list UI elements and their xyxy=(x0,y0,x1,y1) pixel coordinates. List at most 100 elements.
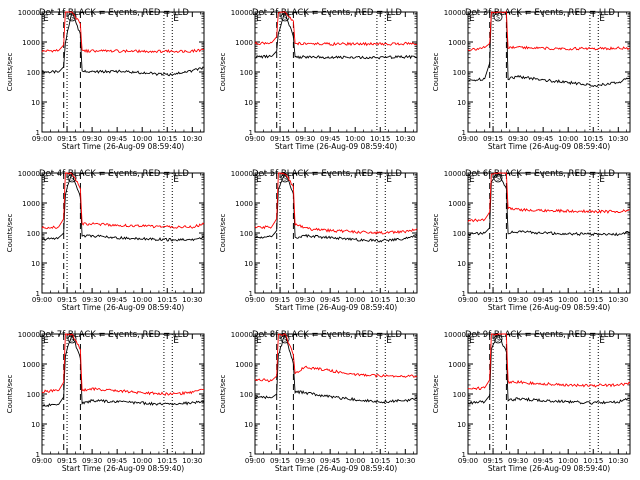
y-tick-label: 1000 xyxy=(448,39,466,47)
y-tick-label: 10 xyxy=(244,421,253,429)
x-tick-label: 09:45 xyxy=(107,296,127,304)
s-marker: S xyxy=(496,337,500,344)
e-marker: E xyxy=(386,175,392,185)
y-axis-label: Counts/sec xyxy=(6,214,14,253)
x-tick-label: 09:00 xyxy=(245,457,265,465)
y-axis-label: Counts/sec xyxy=(6,375,14,414)
x-tick-label: 10:15 xyxy=(370,296,390,304)
e-marker: E xyxy=(43,175,49,185)
x-tick-label: 09:30 xyxy=(82,457,102,465)
chart-title: Det 5f BLACK = Events, RED = LLD xyxy=(252,169,402,179)
x-tick-label: 09:00 xyxy=(458,135,478,143)
lld-series-line xyxy=(467,172,631,223)
y-tick-label: 10 xyxy=(457,421,466,429)
plot-frame xyxy=(254,172,418,294)
y-tick-label: 10000 xyxy=(444,331,466,339)
y-tick-label: 1 xyxy=(462,290,466,298)
y-tick-label: 1000 xyxy=(448,200,466,208)
e-marker: E xyxy=(469,14,475,24)
x-tick-label: 09:00 xyxy=(458,457,478,465)
chart-title: Det 3f BLACK = Events, RED = LLD xyxy=(465,8,615,18)
x-tick-label: 09:15 xyxy=(57,135,77,143)
x-tick-label: 09:45 xyxy=(107,457,127,465)
x-tick-label: 09:30 xyxy=(508,457,528,465)
x-axis-label: Start Time (26-Aug-09 08:59:40) xyxy=(275,142,397,151)
chart-panel: Det 8f BLACK = Events, RED = LLD 1 10 100 10… xyxy=(219,330,418,473)
events-series-line xyxy=(467,333,631,405)
e-marker: E xyxy=(599,14,605,24)
e-marker: E xyxy=(386,336,392,346)
lld-series-line xyxy=(254,333,418,383)
y-tick-label: 10000 xyxy=(18,331,40,339)
y-tick-label: 100 xyxy=(240,391,253,399)
s-marker: S xyxy=(70,176,74,183)
x-tick-label: 10:00 xyxy=(345,296,365,304)
y-tick-label: 100 xyxy=(240,69,253,77)
x-tick-label: 10:00 xyxy=(345,135,365,143)
y-tick-label: 10000 xyxy=(231,331,253,339)
y-tick-label: 100 xyxy=(453,230,466,238)
y-tick-label: 100 xyxy=(240,230,253,238)
x-tick-label: 09:15 xyxy=(483,135,503,143)
lld-series-line xyxy=(467,333,631,391)
e-marker: E xyxy=(256,14,262,24)
events-series-line xyxy=(255,10,418,60)
chart-title: Det 9f BLACK = Events, RED = LLD xyxy=(465,330,615,340)
e-marker: E xyxy=(43,14,49,24)
x-tick-label: 10:15 xyxy=(583,296,603,304)
y-tick-label: 10000 xyxy=(231,170,253,178)
lld-series-line xyxy=(254,172,418,235)
x-tick-label: 10:15 xyxy=(370,457,390,465)
s-marker: S xyxy=(70,15,74,22)
x-tick-label: 09:30 xyxy=(295,135,315,143)
events-series-line xyxy=(41,12,205,77)
y-tick-label: 1 xyxy=(249,451,253,459)
y-tick-label: 1 xyxy=(36,290,40,298)
events-series-line xyxy=(254,172,418,243)
x-tick-label: 09:45 xyxy=(107,135,127,143)
y-tick-label: 1000 xyxy=(22,39,40,47)
x-tick-label: 10:30 xyxy=(395,135,415,143)
e-marker: E xyxy=(173,336,179,346)
x-axis-label: Start Time (26-Aug-09 08:59:40) xyxy=(275,464,397,473)
chart-panel: Det 1f BLACK = Events, RED = LLD 1 10 100 10… xyxy=(6,8,205,151)
e-marker: E xyxy=(173,175,179,185)
lld-series-line xyxy=(41,172,205,230)
x-axis-label: Start Time (26-Aug-09 08:59:40) xyxy=(488,303,610,312)
y-tick-label: 1 xyxy=(249,129,253,137)
x-axis-label: Start Time (26-Aug-09 08:59:40) xyxy=(275,303,397,312)
x-tick-label: 10:30 xyxy=(182,457,202,465)
y-tick-label: 1000 xyxy=(22,361,40,369)
y-tick-label: 1000 xyxy=(235,361,253,369)
y-tick-label: 100 xyxy=(27,391,40,399)
x-tick-label: 10:30 xyxy=(608,296,628,304)
lld-series-line xyxy=(467,11,631,52)
x-tick-label: 09:15 xyxy=(483,296,503,304)
x-tick-label: 09:00 xyxy=(32,457,52,465)
x-tick-label: 09:00 xyxy=(458,296,478,304)
s-marker-circle xyxy=(493,12,503,22)
e-marker: E xyxy=(256,336,262,346)
e-marker: E xyxy=(386,14,392,24)
x-tick-label: 10:15 xyxy=(583,457,603,465)
plot-frame xyxy=(467,11,631,133)
chart-panel: Det 9f BLACK = Events, RED = LLD 1 10 100 10… xyxy=(432,330,631,473)
events-series-line xyxy=(254,332,418,404)
chart-panel: Det 2f BLACK = Events, RED = LLD 1 10 100 10… xyxy=(219,8,418,151)
x-tick-label: 10:15 xyxy=(157,457,177,465)
y-tick-label: 10000 xyxy=(231,9,253,17)
y-axis-label: Counts/sec xyxy=(432,214,440,253)
s-marker: S xyxy=(283,337,287,344)
x-tick-label: 09:30 xyxy=(82,135,102,143)
x-tick-label: 10:00 xyxy=(132,135,152,143)
s-marker: S xyxy=(283,15,287,22)
x-tick-label: 10:15 xyxy=(370,135,390,143)
chart-panel: Det 5f BLACK = Events, RED = LLD 1 10 100 10… xyxy=(219,169,418,312)
x-tick-label: 09:00 xyxy=(32,135,52,143)
y-tick-label: 10000 xyxy=(444,170,466,178)
x-tick-label: 10:30 xyxy=(182,135,202,143)
y-tick-label: 10 xyxy=(31,260,40,268)
x-tick-label: 09:30 xyxy=(82,296,102,304)
chart-title: Det 8f BLACK = Events, RED = LLD xyxy=(252,330,402,340)
x-axis-label: Start Time (26-Aug-09 08:59:40) xyxy=(62,303,184,312)
